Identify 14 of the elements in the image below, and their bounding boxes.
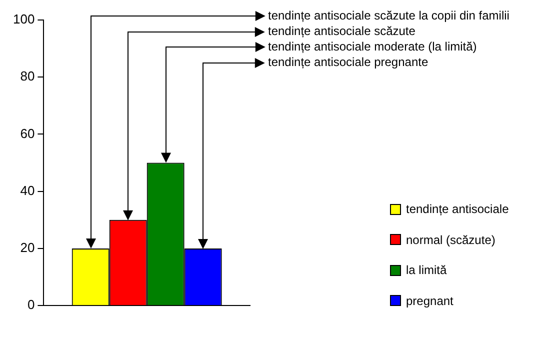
y-tick-label: 40 [20,182,35,198]
y-tick-label: 60 [20,126,35,141]
text: tendințe antisociale pregnante [268,54,428,69]
y-tick-label: 20 [20,240,35,256]
legend-label: la limită [406,263,447,277]
legend-label: pregnant [406,294,454,308]
y-tick-label: 80 [20,68,35,84]
text: tendințe antisociale moderate (la limită) [268,39,477,54]
legend-label: tendințe antisociale [406,202,509,216]
y-tick-label: 100 [12,12,35,27]
text: tendințe antisociale scăzute [268,24,416,38]
text: tendințe antisociale scăzute la copii din familii [268,8,510,22]
legend-label: normal (scăzute) [406,232,496,246]
y-tick-label: 0 [27,297,35,312]
